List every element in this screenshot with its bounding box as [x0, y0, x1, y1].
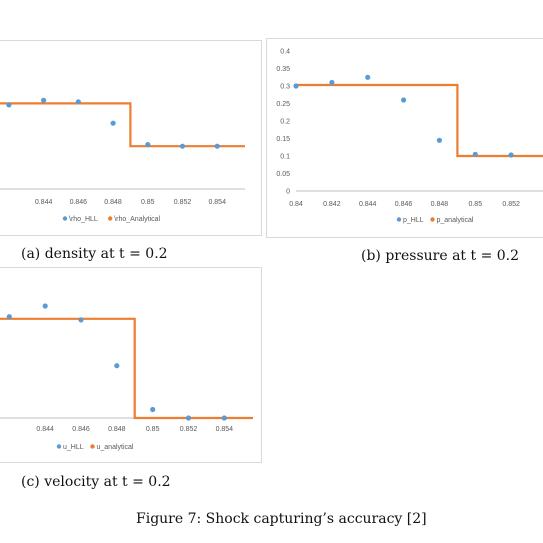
x-tick-label: 0.852	[180, 426, 198, 433]
legend-marker	[396, 217, 402, 222]
y-tick-label: 0.35	[276, 66, 290, 73]
x-tick-label: 0.854	[216, 426, 234, 433]
x-tick-label: 0.848	[108, 426, 126, 433]
x-tick-label: 0.854	[208, 199, 226, 206]
analytical-line	[296, 83, 543, 158]
hll-data-point	[401, 97, 407, 103]
hll-data-point	[214, 143, 220, 149]
y-tick-label: 0.05	[276, 171, 290, 178]
x-tick-label: 0.844	[36, 426, 54, 433]
caption-velocity: (c) velocity at t = 0.2	[21, 474, 171, 490]
analytical-line	[0, 317, 253, 420]
hll-data-point	[221, 415, 227, 421]
analytical-line	[0, 102, 245, 148]
caption-density: (a) density at t = 0.2	[21, 246, 168, 262]
velocity-chart: 0.844 0.846 0.848 0.85 0.852 0.854 u_HLL u_anal…	[0, 303, 253, 451]
legend-label: p_analytical	[437, 217, 474, 224]
hll-data-point	[508, 152, 514, 158]
hll-data-point	[6, 314, 12, 320]
x-tick-label: 0.844	[359, 201, 377, 208]
legend-marker	[62, 216, 68, 221]
y-tick-label: 0.15	[276, 136, 290, 143]
caption-pressure: (b) pressure at t = 0.2	[361, 248, 520, 264]
pressure-chart: 0.84 0.842 0.844 0.846 0.848 0.85 0.852 0 0.05 0.…	[276, 49, 543, 224]
hll-data-point	[110, 120, 116, 126]
hll-data-point	[78, 317, 84, 323]
legend-marker	[108, 216, 113, 221]
legend-label: u_analytical	[97, 444, 134, 451]
y-tick-label: 0.4	[280, 49, 290, 56]
y-tick-label: 0.25	[276, 101, 290, 108]
legend-marker	[56, 444, 62, 449]
hll-data-point	[6, 102, 12, 108]
hll-data-point	[179, 143, 186, 149]
hll-data-point	[293, 83, 299, 89]
x-tick-label: 0.846	[72, 426, 90, 433]
y-tick-label: 0.2	[280, 119, 290, 126]
hll-data-point	[365, 74, 371, 80]
y-tick-label: 0.3	[280, 84, 290, 91]
x-tick-label: 0.842	[323, 201, 341, 208]
density-chart-panel: 0.844 0.846 0.848 0.85 0.852 0.854 \rho_HLL \rh…	[0, 40, 262, 236]
x-tick-label: 0.846	[395, 201, 413, 208]
hll-data-point	[75, 99, 81, 105]
x-tick-label: 0.848	[104, 199, 122, 206]
hll-data-point	[145, 142, 151, 148]
velocity-chart-panel: 0.844 0.846 0.848 0.85 0.852 0.854 u_HLL u_anal…	[0, 267, 262, 463]
hll-data-point	[329, 79, 335, 86]
legend-marker	[90, 444, 95, 449]
x-tick-label: 0.844	[35, 199, 53, 206]
x-tick-label: 0.852	[174, 199, 192, 206]
y-tick-label: 0	[286, 189, 290, 196]
x-tick-label: 0.85	[146, 426, 160, 433]
x-tick-label: 0.85	[468, 201, 482, 208]
hll-data-point	[185, 415, 192, 421]
hll-data-point	[41, 97, 47, 103]
pressure-chart-panel: 0.84 0.842 0.844 0.846 0.848 0.85 0.852 0 0.05 0.…	[266, 38, 543, 238]
density-chart: 0.844 0.846 0.848 0.85 0.852 0.854 \rho_HLL \rh…	[0, 97, 245, 223]
legend-label: \rho_HLL	[69, 216, 98, 223]
legend-label: p_HLL	[403, 217, 424, 224]
x-tick-label: 0.852	[502, 201, 520, 208]
x-tick-label: 0.84	[289, 201, 303, 208]
hll-data-point	[42, 303, 48, 309]
legend-label: \rho_Analytical	[114, 216, 160, 223]
hll-data-point	[150, 406, 156, 413]
hll-data-point	[436, 137, 442, 143]
hll-data-point	[472, 151, 478, 157]
hll-data-point	[114, 363, 120, 369]
x-tick-label: 0.846	[70, 199, 88, 206]
x-tick-label: 0.85	[141, 199, 155, 206]
legend-marker	[430, 217, 435, 222]
x-tick-label: 0.848	[431, 201, 449, 208]
figure-caption: Figure 7: Shock capturing’s accuracy [2]	[136, 511, 427, 527]
y-tick-label: 0.1	[280, 154, 290, 161]
legend-label: u_HLL	[63, 444, 84, 451]
